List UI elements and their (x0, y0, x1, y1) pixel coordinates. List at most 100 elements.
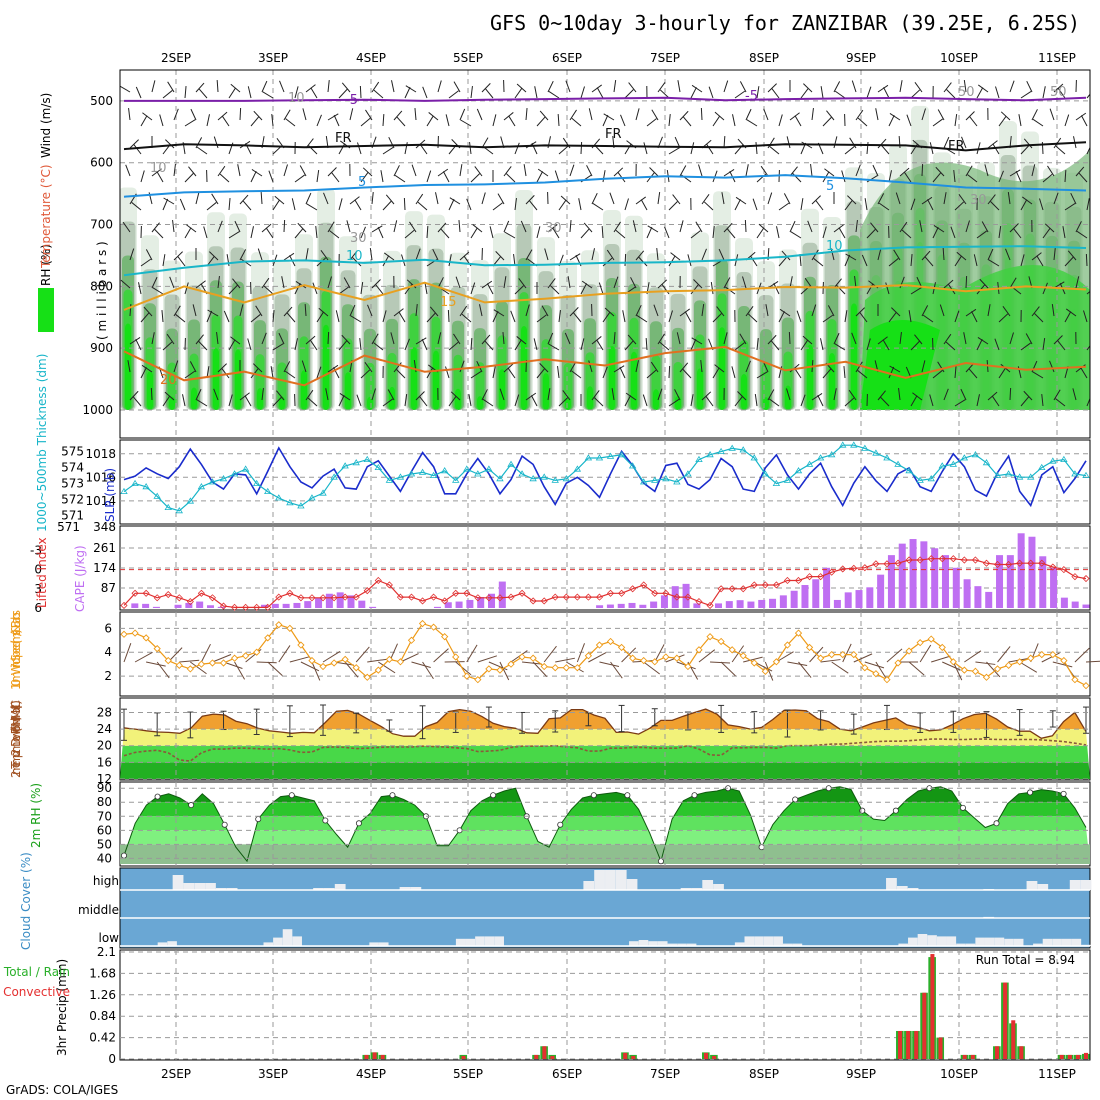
thickness-marker (673, 478, 681, 485)
wind-barb (1075, 112, 1087, 121)
precip-convective-bar (1003, 982, 1008, 1059)
wind-barb (710, 282, 714, 295)
thickness-marker (761, 470, 770, 477)
wind-barb (195, 334, 204, 345)
rh2m-label: 2m RH (%) (29, 783, 43, 848)
rh2m-marker (993, 820, 1000, 827)
wind-barb (950, 226, 956, 239)
precip-tick-label: 0.84 (89, 1009, 116, 1023)
cloud-bar (594, 870, 605, 890)
cape-bar (996, 555, 1004, 608)
wind-barb (1039, 198, 1044, 211)
wind-barb (234, 220, 241, 233)
wind-barb (910, 89, 921, 99)
top-tick-label: 7SEP (650, 51, 680, 65)
lifted-index-marker (164, 590, 172, 599)
wind-barb (422, 86, 428, 99)
wind-barb (700, 107, 703, 121)
wind-barb (969, 116, 978, 127)
wind-barb (965, 220, 970, 233)
wind-barb (779, 308, 791, 317)
wind-barb (822, 368, 832, 379)
wind-barb (217, 165, 226, 177)
lifted-index-marker (1038, 559, 1046, 567)
wind-barb (921, 305, 929, 317)
wind10m-barb (532, 661, 548, 677)
lifted-index-marker (474, 594, 482, 602)
thickness-marker (440, 467, 449, 474)
wind-barb (646, 118, 657, 127)
cloud-bar (323, 888, 335, 890)
wind-barb (843, 366, 846, 379)
wind-barb (788, 331, 791, 345)
lifted-index-marker (629, 585, 637, 593)
cape-bar (693, 603, 701, 608)
wind-barb (714, 364, 725, 373)
wind-barb (349, 250, 358, 261)
wind-barb (239, 194, 249, 205)
wind-speed-marker (1038, 650, 1046, 659)
wind-barb (844, 200, 853, 211)
cape-bar (217, 606, 225, 608)
wind-barb (954, 201, 965, 211)
lifted-index-marker (1060, 566, 1068, 574)
wind-barb (362, 167, 373, 177)
wind10m-barb (466, 644, 478, 663)
wind-barb (844, 397, 855, 407)
lifted-index-marker (949, 555, 957, 563)
cape-bar (477, 596, 485, 608)
wind-speed-marker (485, 665, 493, 673)
rh-shade-column (697, 368, 703, 410)
wind-barb (588, 360, 593, 373)
wind-barb (162, 341, 173, 351)
wind-barb (571, 370, 582, 379)
wind-barb (1057, 340, 1066, 351)
wind-barb (283, 109, 291, 121)
lifted-index-marker (175, 594, 183, 602)
wind-barb (481, 280, 493, 289)
bottom-tick-label: 2SEP (161, 1067, 191, 1081)
wind-barb (209, 251, 219, 261)
wind-barb (213, 136, 219, 149)
thickness-marker (982, 459, 991, 466)
lifted-index-marker (1071, 573, 1079, 581)
wind-barb (283, 361, 291, 373)
wind-barb (721, 192, 725, 205)
temp-tick-label: 16 (97, 755, 112, 769)
rh-shade-column (433, 350, 439, 410)
bottom-tick-label: 10SEP (940, 1067, 978, 1081)
lifted-tick-label: 6 (34, 601, 42, 615)
wind-speed-marker (153, 644, 161, 653)
cape-bar (358, 600, 366, 608)
wind-barb (179, 198, 186, 211)
cloud-bar (1052, 938, 1062, 946)
wind-barb (880, 397, 890, 407)
wind-barb (776, 226, 780, 239)
cape-bar (498, 581, 506, 608)
cape-bar (725, 601, 733, 608)
lifted-index-marker (728, 585, 736, 593)
wind-speed-marker (684, 662, 692, 671)
precip-grid (120, 950, 1090, 1060)
cloud-bar (917, 934, 928, 946)
wind-barb (755, 142, 758, 155)
wind-barb (206, 310, 213, 323)
wind-barb (514, 394, 520, 407)
wind10m-barb (522, 661, 543, 665)
wind-barb (261, 277, 270, 289)
wind-barb (822, 226, 827, 239)
wind-barb (387, 389, 395, 401)
rh2m-marker (792, 796, 799, 803)
wind-barb (403, 197, 406, 211)
wind-barb (756, 371, 768, 379)
wind-barb (767, 137, 775, 149)
wind-barb (613, 167, 624, 177)
wind-barb (520, 220, 527, 233)
wind-barb (143, 306, 153, 317)
wind-barb (448, 254, 452, 267)
top-tick-label: 4SEP (356, 51, 386, 65)
wind-barb (690, 230, 701, 239)
slp-line (123, 446, 1087, 508)
rh2m-marker (691, 792, 698, 799)
